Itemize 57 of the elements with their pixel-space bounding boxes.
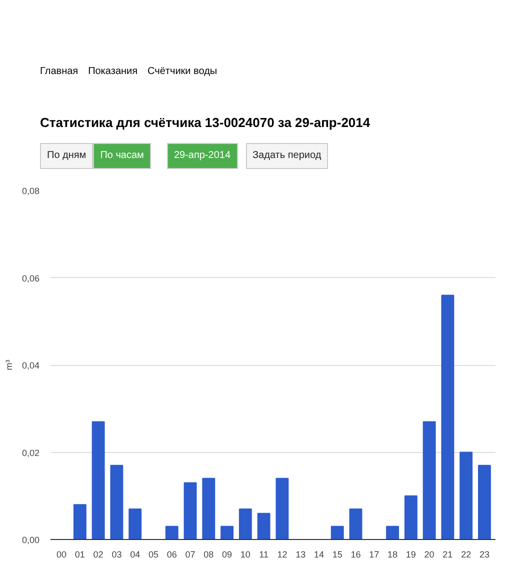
x-tick-label: 16 <box>350 550 361 560</box>
bar <box>238 508 252 540</box>
x-tick-label: 23 <box>479 550 490 560</box>
x-tick-label: 08 <box>204 550 214 560</box>
bar <box>460 452 473 540</box>
bar <box>165 526 178 540</box>
bar <box>404 495 418 540</box>
bar <box>386 526 399 540</box>
y-tick-label: 0,04 <box>22 360 40 370</box>
x-tick-label: 06 <box>166 550 177 560</box>
text: Задать период <box>246 142 328 170</box>
bar <box>73 504 86 540</box>
x-tick-label: 14 <box>314 550 324 560</box>
x-tick-label: 05 <box>148 550 158 560</box>
x-tick-label: 15 <box>332 550 342 560</box>
text: По дням <box>40 142 94 170</box>
bar <box>276 478 289 540</box>
x-tick-label: 07 <box>185 550 196 560</box>
x-tick-label: 22 <box>461 550 472 560</box>
x-tick-label: 02 <box>93 550 104 560</box>
bar <box>330 526 344 540</box>
text: По часам <box>93 142 151 170</box>
text: Главная <box>40 66 78 77</box>
y-tick-label: 0,06 <box>22 273 40 284</box>
bar <box>110 464 124 540</box>
x-tick-label: 19 <box>406 550 416 560</box>
x-tick-label: 11 <box>259 550 268 560</box>
x-tick-label: 03 <box>112 550 122 560</box>
bar <box>349 508 362 540</box>
y-axis-title: m³ <box>4 360 14 370</box>
y-tick-label: 0,08 <box>22 186 40 196</box>
text: 29-апр-2014 <box>166 142 238 170</box>
x-tick-label: 01 <box>74 550 85 560</box>
bar <box>441 294 454 540</box>
x-tick-label: 20 <box>424 550 434 560</box>
x-tick-label: 17 <box>369 550 380 560</box>
bar <box>478 464 491 540</box>
x-tick-label: 04 <box>130 550 140 560</box>
bar <box>128 508 142 540</box>
x-tick-label: 00 <box>56 550 67 560</box>
x-tick-label: 09 <box>222 550 232 560</box>
bar <box>202 478 216 540</box>
bar <box>220 526 234 540</box>
text: Счётчики воды <box>148 66 218 77</box>
y-tick-label: 0,02 <box>22 448 40 458</box>
bar <box>422 421 436 540</box>
text: Показания <box>88 66 138 77</box>
bar <box>257 512 270 540</box>
x-tick-label: 13 <box>296 550 306 560</box>
x-tick-label: 21 <box>442 550 453 560</box>
x-tick-label: 12 <box>277 550 288 560</box>
chart-title: Статистика для счётчика 13-0024070 за 29-апр-2014 <box>40 114 370 132</box>
x-tick-label: 10 <box>240 550 250 560</box>
bar <box>184 482 197 540</box>
bar <box>92 421 105 540</box>
x-tick-label: 18 <box>388 550 398 560</box>
y-tick-label: 0,00 <box>22 535 40 545</box>
